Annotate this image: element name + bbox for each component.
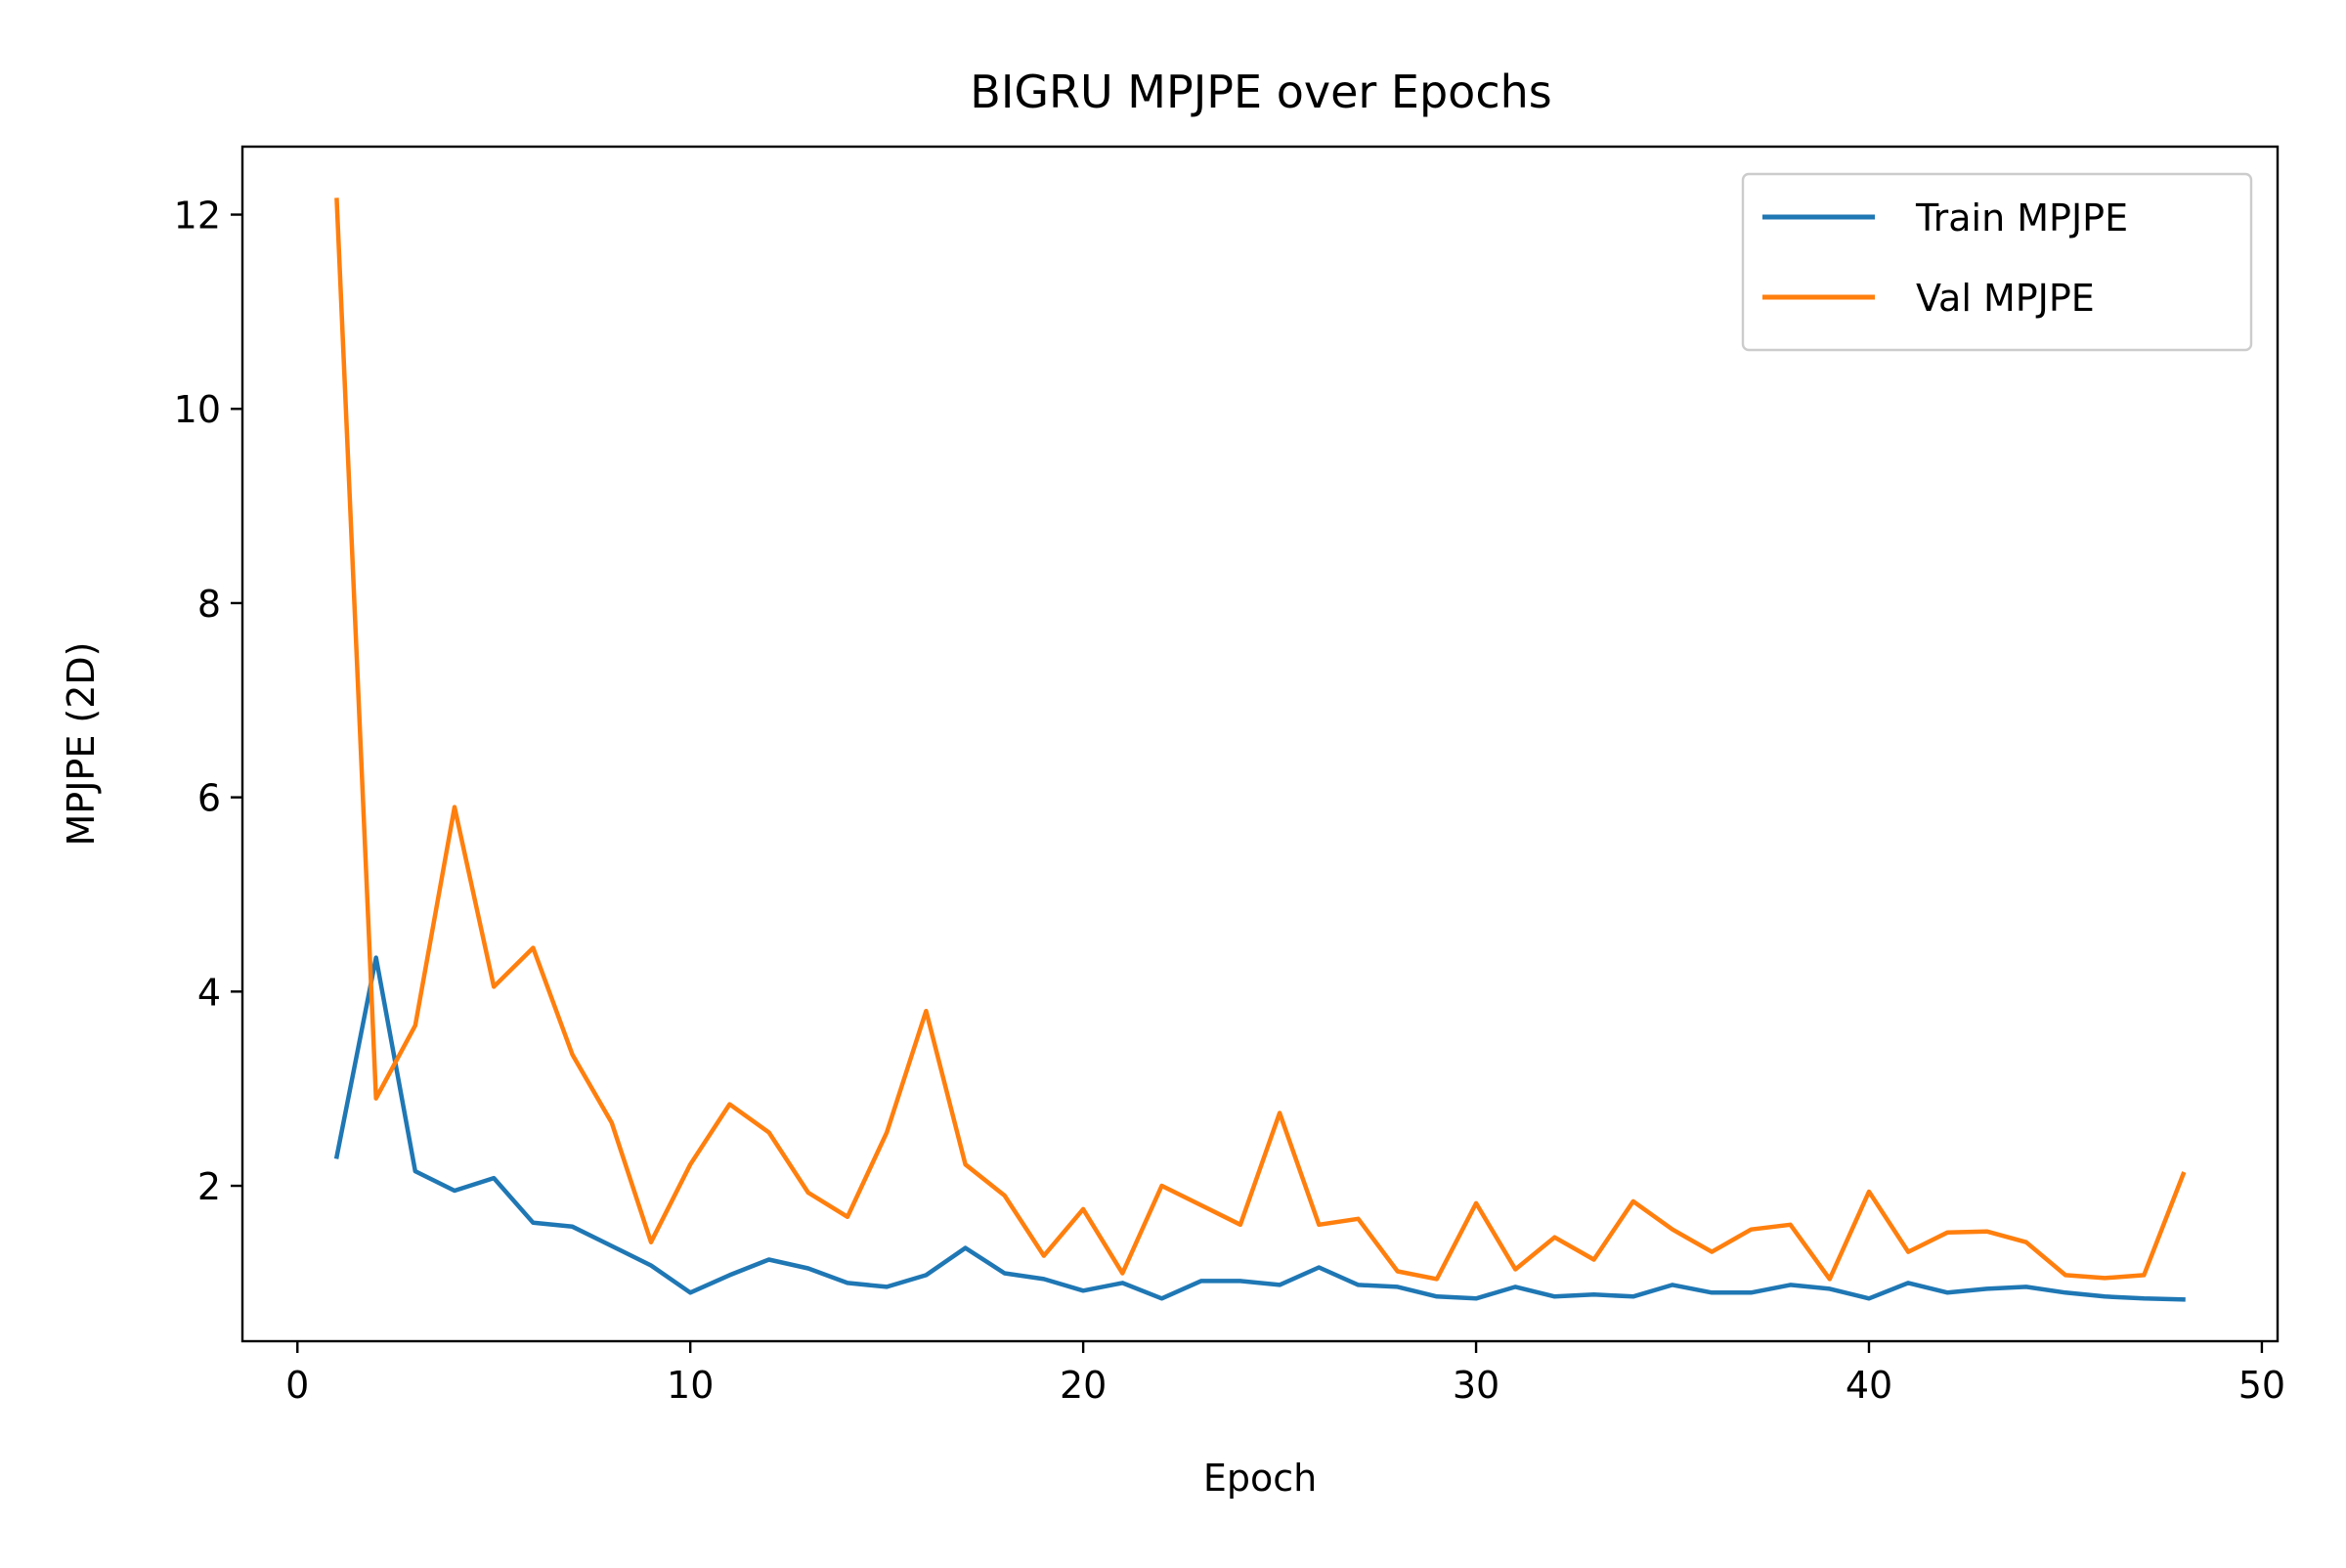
y-axis-label: MPJPE (2D) (60, 642, 103, 847)
series-layer (333, 197, 2187, 1302)
legend-label-val: Val MPJPE (1916, 277, 2095, 320)
y-tick-label: 4 (197, 971, 221, 1014)
series-line-train-mpjpe (333, 955, 2186, 1302)
plot-frame (240, 145, 2280, 1343)
x-tick-label: 50 (2238, 1364, 2285, 1407)
series-line-val-mpjpe (334, 197, 2187, 1282)
x-axis: 0 10 20 30 40 50 (285, 1341, 2285, 1407)
legend-label-train: Train MPJPE (1915, 196, 2128, 240)
x-tick-label: 0 (285, 1364, 309, 1407)
y-tick-label: 12 (174, 195, 221, 238)
x-tick-label: 30 (1453, 1364, 1499, 1407)
x-tick-label: 10 (667, 1364, 714, 1407)
y-tick-label: 2 (197, 1165, 221, 1208)
legend: Train MPJPE Val MPJPE (1741, 172, 2253, 352)
y-tick-label: 10 (174, 388, 221, 431)
y-tick-label: 8 (197, 583, 221, 626)
y-axis: 2 4 6 8 10 12 (174, 195, 242, 1208)
chart-title: BIGRU MPJPE over Epochs (970, 65, 1551, 118)
x-axis-label: Epoch (1203, 1457, 1317, 1500)
x-tick-label: 40 (1846, 1364, 1892, 1407)
y-tick-label: 6 (197, 777, 221, 820)
x-tick-label: 20 (1060, 1364, 1107, 1407)
